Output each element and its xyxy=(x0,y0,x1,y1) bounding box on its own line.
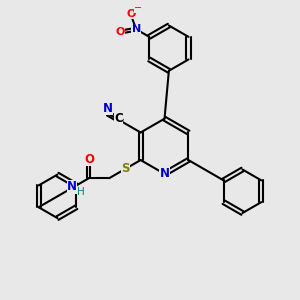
Text: −: − xyxy=(134,3,142,13)
Text: S: S xyxy=(121,162,130,175)
Text: N: N xyxy=(132,24,141,34)
Text: O: O xyxy=(84,153,94,166)
Text: O: O xyxy=(116,27,125,37)
Text: N: N xyxy=(160,167,170,180)
Text: H: H xyxy=(77,187,85,197)
Text: N: N xyxy=(103,102,113,115)
Text: O: O xyxy=(126,9,135,20)
Text: N: N xyxy=(67,180,77,194)
Text: C: C xyxy=(114,112,123,125)
